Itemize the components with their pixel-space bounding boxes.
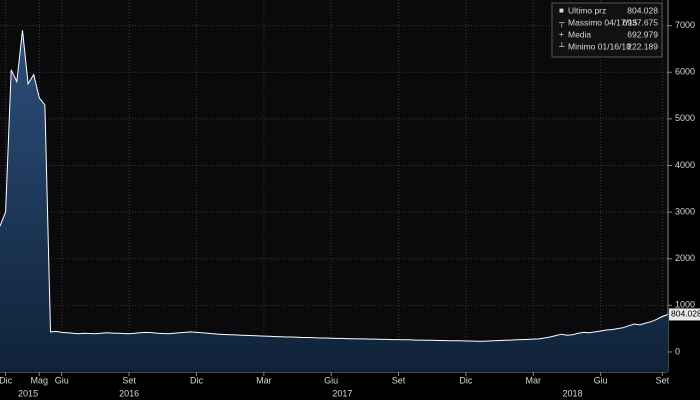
legend-box <box>551 2 663 58</box>
year-label: 2017 <box>332 388 352 398</box>
y-tick-label: 2000 <box>675 253 695 263</box>
legend-symbol: ┬ <box>558 18 565 28</box>
line <box>0 30 669 342</box>
area <box>0 30 668 373</box>
last-price-label: 804.028 <box>671 309 700 319</box>
x-tick-label: Mar <box>256 375 272 385</box>
legend-label: Massimo 04/17/15 <box>568 17 638 27</box>
legend-label: Minimo 01/16/18 <box>568 41 631 51</box>
x-tick-label: Set <box>392 375 406 385</box>
y-tick-label: 6000 <box>675 67 695 77</box>
legend-label: Media <box>568 29 591 39</box>
x-tick-label: Dic <box>190 375 203 385</box>
y-tick-label: 4000 <box>675 160 695 170</box>
x-tick-label: Mag <box>31 375 49 385</box>
legend-label: Ultimo prz <box>568 5 606 15</box>
legend-symbol: ■ <box>559 6 564 15</box>
x-tick-label: Mar <box>526 375 542 385</box>
plot-area <box>0 0 668 372</box>
year-label: 2018 <box>563 388 583 398</box>
y-tick-label: 1000 <box>675 300 695 310</box>
legend-value: 222.189 <box>627 41 658 51</box>
y-tick-label: 0 <box>675 346 680 356</box>
x-tick-label: Dic <box>459 375 472 385</box>
x-tick-label: Giu <box>55 375 69 385</box>
last-price-tag <box>669 308 700 321</box>
y-tick-label: 3000 <box>675 206 695 216</box>
x-tick-label: Dic <box>0 375 13 385</box>
x-tick-label: Giu <box>594 375 608 385</box>
x-tick-label: Set <box>122 375 136 385</box>
year-label: 2016 <box>119 388 139 398</box>
legend-value: 692.979 <box>627 29 658 39</box>
legend-value: 804.028 <box>627 5 658 15</box>
legend-value: 6937.675 <box>623 17 659 27</box>
legend-symbol: + <box>559 30 564 39</box>
y-tick-label: 5000 <box>675 113 695 123</box>
year-label: 2015 <box>18 388 38 398</box>
x-tick-label: Giu <box>324 375 338 385</box>
x-tick-label: Set <box>656 375 670 385</box>
y-tick-label: 7000 <box>675 20 695 30</box>
legend-symbol: ┴ <box>558 41 565 51</box>
